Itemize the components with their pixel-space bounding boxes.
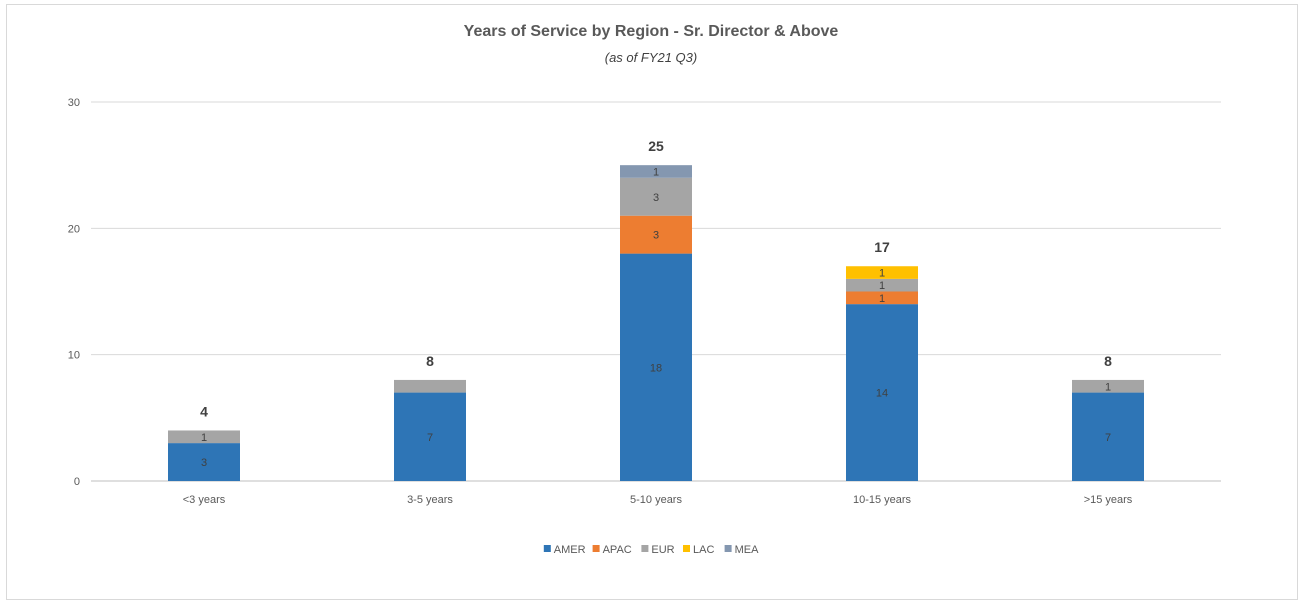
bar-segment-amer xyxy=(1072,392,1144,481)
y-axis: 0 10 20 30 xyxy=(68,97,80,488)
total-label: 25 xyxy=(648,138,664,154)
y-tick-label: 20 xyxy=(68,223,80,235)
y-tick-label: 0 xyxy=(74,476,80,488)
total-label: 17 xyxy=(874,239,890,255)
bar-segment-eur xyxy=(394,379,466,393)
bar-stack: 78 xyxy=(394,353,466,481)
legend-item-mea: MEA xyxy=(724,544,760,556)
legend-label: LAC xyxy=(693,544,714,556)
bar-segment-eur xyxy=(846,278,918,292)
legend-label: APAC xyxy=(603,544,632,556)
y-tick-label: 10 xyxy=(68,350,80,362)
legend-swatch xyxy=(683,545,690,552)
legend-swatch xyxy=(543,545,551,552)
data-label: 1 xyxy=(201,432,207,444)
legend-label: EUR xyxy=(651,544,674,556)
x-tick-label: >15 years xyxy=(1084,494,1133,506)
bar-stack: 18 3 3 1 25 xyxy=(620,138,692,481)
data-label: 1 xyxy=(653,166,659,178)
legend-label: AMER xyxy=(554,544,586,556)
bar-segment-amer xyxy=(846,304,918,481)
legend-swatch xyxy=(641,545,649,552)
data-label: 7 xyxy=(1105,432,1111,444)
data-label: 3 xyxy=(201,457,207,469)
bar-segment-eur xyxy=(1072,379,1144,393)
data-label: 1 xyxy=(879,268,885,280)
y-tick-label: 30 xyxy=(68,97,80,109)
bar-segment-eur xyxy=(620,177,692,216)
x-tick-label: 10-15 years xyxy=(853,494,912,506)
bar-stack: 3 1 4 xyxy=(168,403,240,481)
legend-item-eur: EUR xyxy=(641,544,675,556)
total-label: 8 xyxy=(1104,353,1112,369)
data-label: 3 xyxy=(653,230,659,242)
bar-segment-mea xyxy=(620,165,692,178)
bar-segment-apac xyxy=(846,291,918,305)
legend-swatch xyxy=(724,545,732,552)
x-tick-label: 3-5 years xyxy=(407,494,453,506)
total-label: 4 xyxy=(200,403,208,419)
data-label: 18 xyxy=(650,362,662,374)
legend-item-amer: AMER xyxy=(543,544,586,556)
x-tick-label: 5-10 years xyxy=(630,494,682,506)
legend-item-lac: LAC xyxy=(683,544,714,556)
chart-subtitle: (as of FY21 Q3) xyxy=(605,50,697,65)
bar-segment-eur xyxy=(168,430,240,444)
bar-stack: 7 1 8 xyxy=(1072,353,1144,481)
bar-segment-lac xyxy=(846,266,918,279)
total-label: 8 xyxy=(426,353,434,369)
legend: AMER APAC EUR LAC MEA xyxy=(543,544,760,556)
legend-item-apac: APAC xyxy=(592,544,632,556)
bar-segment-amer xyxy=(620,253,692,481)
bar-segment-amer xyxy=(168,443,240,481)
legend-swatch xyxy=(592,545,600,552)
bar-segment-apac xyxy=(620,215,692,254)
chart-title: Years of Service by Region - Sr. Directo… xyxy=(464,23,839,40)
legend-label: MEA xyxy=(735,544,760,556)
data-label: 14 xyxy=(876,388,888,400)
data-label: 1 xyxy=(1105,381,1111,393)
data-label: 1 xyxy=(879,293,885,305)
x-tick-label: <3 years xyxy=(183,494,226,506)
bar-segment-amer xyxy=(394,392,466,481)
data-label: 7 xyxy=(427,432,433,444)
data-label: 1 xyxy=(879,280,885,292)
x-axis: <3 years 3-5 years 5-10 years 10-15 years >1… xyxy=(183,494,1133,506)
data-label: 3 xyxy=(653,192,659,204)
